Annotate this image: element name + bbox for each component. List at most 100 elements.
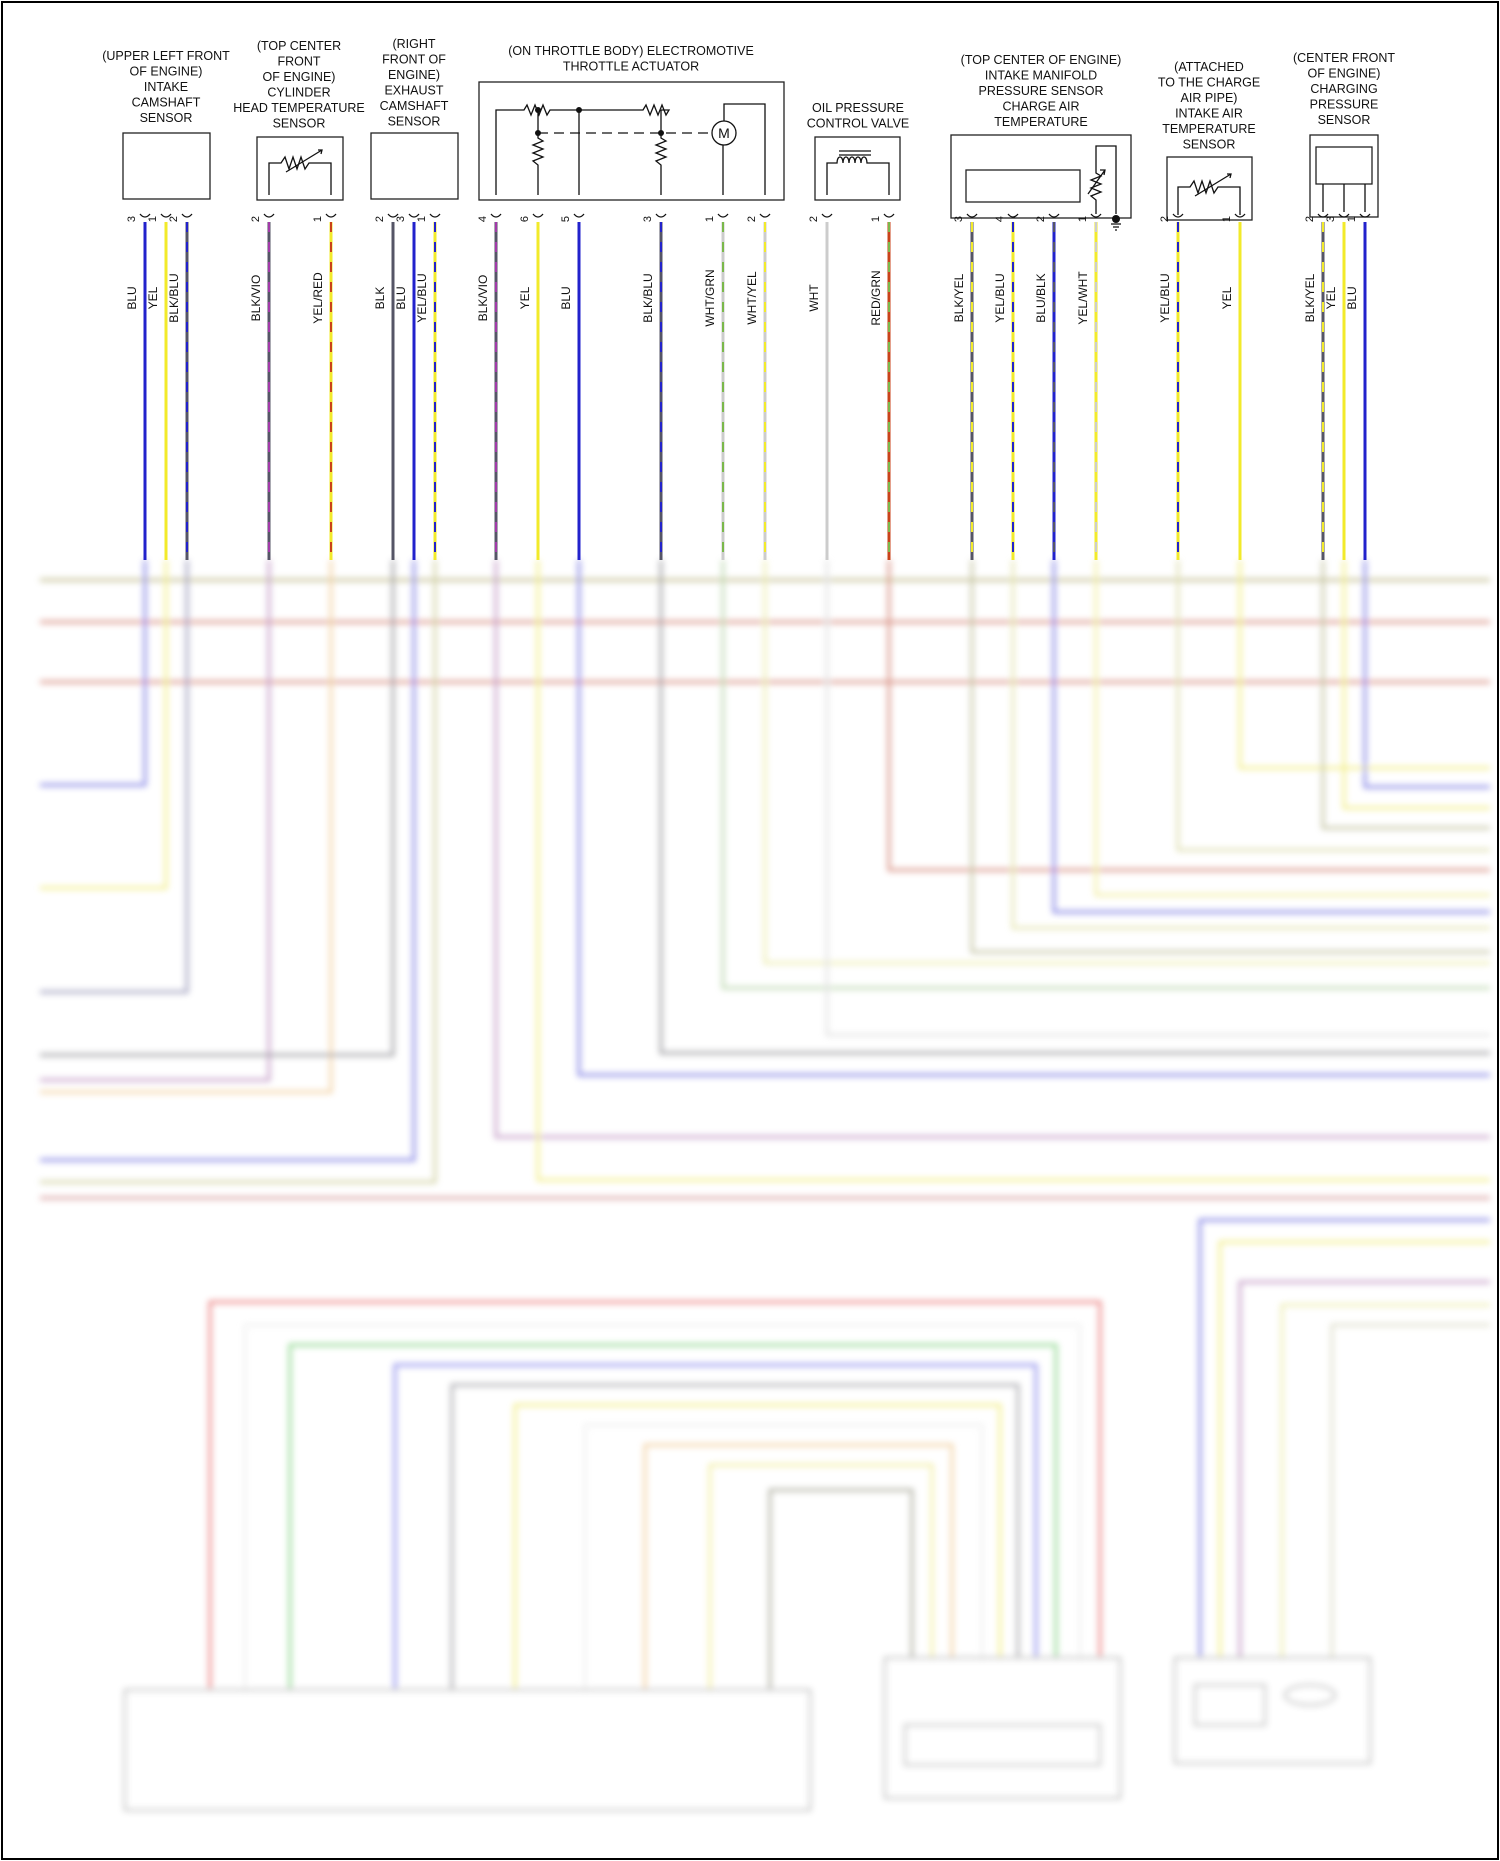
charging-pressure-sensor-title-line: OF ENGINE)	[1308, 67, 1381, 81]
solenoid-core-symbol	[839, 150, 871, 156]
intake-manifold-sensor-title-line: (TOP CENTER OF ENGINE)	[961, 53, 1122, 67]
blurred-harness-area	[40, 560, 1490, 1811]
terminal-icon	[1007, 213, 1019, 218]
ground-dot	[1112, 215, 1120, 223]
pin-number: 1	[1077, 216, 1089, 222]
intake-camshaft-sensor-title-line: (UPPER LEFT FRONT	[102, 49, 230, 63]
wire-color-label: YEL/WHT	[1076, 271, 1090, 325]
wire-color-label: BLU	[559, 286, 573, 309]
wire-color-label: RED/GRN	[869, 270, 883, 325]
intake-air-temp-sensor-body	[1166, 156, 1253, 221]
pin-number: 2	[250, 216, 262, 222]
resistor-symbol	[654, 110, 668, 195]
sensor-leads	[1322, 184, 1366, 212]
terminal-icon	[490, 213, 502, 218]
cylinder-head-temp-sensor-title-line: CYLINDER	[267, 86, 330, 100]
wire-color-label: WHT/GRN	[703, 269, 717, 326]
wire-color-label: BLK/YEL	[1303, 273, 1317, 322]
wire-color-label: YEL/BLU	[415, 273, 429, 322]
terminal-icon	[759, 213, 771, 218]
pin-number: 5	[560, 216, 572, 222]
motor-wiring	[722, 103, 766, 195]
exhaust-camshaft-sensor-title-line: EXHAUST	[384, 84, 443, 98]
oil-pressure-valve-body	[814, 136, 901, 201]
intake-air-temp-sensor-title-line: TEMPERATURE	[1162, 122, 1256, 136]
terminal-icon	[1317, 213, 1329, 218]
cylinder-head-temp-sensor-title-line: FRONT	[277, 55, 320, 69]
terminal-icon	[821, 213, 833, 218]
pin-number: 4	[477, 216, 489, 222]
wire-color-label: YEL/BLU	[1158, 273, 1172, 322]
resistor-symbol	[531, 110, 545, 195]
wire-color-label: YEL	[1324, 286, 1338, 309]
throttle-actuator-title-line: THROTTLE ACTUATOR	[563, 60, 699, 74]
pin-number: 2	[168, 216, 180, 222]
intake-manifold-sensor-title-line: INTAKE MANIFOLD	[985, 69, 1097, 83]
pin-number: 1	[312, 216, 324, 222]
oil-pressure-valve-title-line: CONTROL VALVE	[807, 117, 910, 131]
oil-pressure-valve-title-line: OIL PRESSURE	[812, 101, 904, 115]
wire-color-label: BLU	[1345, 286, 1359, 309]
pin-number: 2	[808, 216, 820, 222]
terminal-icon	[1338, 213, 1350, 218]
pin-number: 2	[1035, 216, 1047, 222]
charging-pressure-sensor-title-line: PRESSURE	[1310, 98, 1379, 112]
exhaust-camshaft-sensor-title-line: CAMSHAFT	[380, 99, 449, 113]
intake-manifold-sensor-title-line: TEMPERATURE	[994, 115, 1088, 129]
charging-pressure-sensor-title-line: CHARGING	[1310, 82, 1377, 96]
wire-color-label: BLU	[394, 286, 408, 309]
motor-letter: M	[718, 125, 730, 141]
pin-number: 2	[1159, 216, 1171, 222]
terminal-icon	[573, 213, 585, 218]
terminal-icon	[532, 213, 544, 218]
terminal-icon	[1048, 213, 1060, 218]
wire-color-label: BLK/BLU	[167, 273, 181, 322]
wire-color-label: YEL	[146, 286, 160, 309]
intake-camshaft-sensor-title-line: OF ENGINE)	[130, 65, 203, 79]
solenoid-coil-symbol	[826, 156, 890, 195]
exhaust-camshaft-sensor-title-line: SENSOR	[388, 115, 441, 129]
intake-manifold-sensor-title-line: CHARGE AIR	[1002, 100, 1079, 114]
wire-color-label: BLK	[373, 287, 387, 310]
cylinder-head-temp-sensor-title-line: HEAD TEMPERATURE	[233, 101, 365, 115]
pin-number: 2	[374, 216, 386, 222]
cylinder-head-temp-sensor-title-line: (TOP CENTER	[257, 39, 341, 53]
junction-dot	[658, 130, 664, 136]
pressure-element	[1315, 146, 1373, 185]
wire-color-label: YEL/RED	[311, 272, 325, 324]
intake-air-temp-sensor-title-line: SENSOR	[1183, 138, 1236, 152]
throttle-actuator-title-line: (ON THROTTLE BODY) ELECTROMOTIVE	[508, 44, 754, 58]
wire-color-label: BLK/VIO	[249, 275, 263, 322]
variable-arrow-icon	[1194, 173, 1232, 197]
pin-number: 1	[704, 216, 716, 222]
terminal-icon	[263, 213, 275, 218]
terminal-icon	[387, 213, 399, 218]
pin-number: 3	[1325, 216, 1337, 222]
potentiometer-symbol	[495, 103, 671, 195]
wire-stub-layer	[143, 222, 1367, 560]
charging-pressure-sensor-title-line: SENSOR	[1318, 113, 1371, 127]
wire-color-label: BLK/BLU	[641, 273, 655, 322]
wire-color-label: BLU/BLK	[1034, 273, 1048, 322]
terminal-icon	[160, 213, 172, 218]
pin-number: 3	[642, 216, 654, 222]
thermistor-symbol	[1177, 178, 1241, 215]
pin-number: 1	[416, 216, 428, 222]
intake-air-temp-sensor-title-line: INTAKE AIR	[1175, 107, 1243, 121]
terminal-icon	[717, 213, 729, 218]
exhaust-camshaft-sensor-title-line: FRONT OF	[382, 53, 446, 67]
intake-camshaft-sensor-body	[122, 132, 211, 200]
terminal-icon	[408, 213, 420, 218]
charging-pressure-sensor-title-line: (CENTER FRONT	[1293, 51, 1395, 65]
intake-camshaft-sensor-title-line: SENSOR	[140, 111, 193, 125]
wire-color-label: WHT/YEL	[745, 271, 759, 325]
pin-number: 1	[870, 216, 882, 222]
throttle-actuator-body	[478, 81, 785, 201]
wire-color-label: BLK/VIO	[476, 275, 490, 322]
exhaust-camshaft-sensor-title-line: (RIGHT	[392, 37, 435, 51]
intake-camshaft-sensor-title-line: INTAKE	[144, 80, 188, 94]
variable-arrow-icon	[285, 149, 323, 173]
